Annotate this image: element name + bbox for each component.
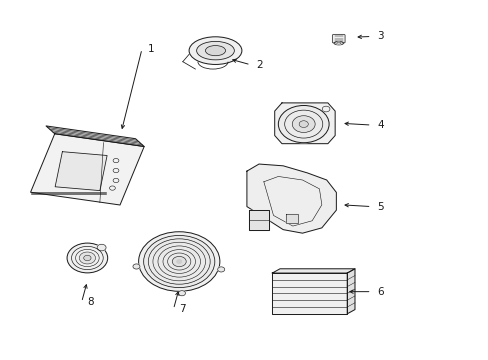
FancyBboxPatch shape [332, 35, 345, 43]
Polygon shape [249, 210, 268, 230]
Circle shape [299, 121, 307, 127]
Polygon shape [246, 164, 336, 233]
Polygon shape [272, 269, 354, 273]
Polygon shape [272, 273, 346, 314]
Polygon shape [46, 126, 144, 147]
Circle shape [133, 264, 140, 269]
Text: 6: 6 [377, 287, 383, 297]
Circle shape [138, 232, 220, 291]
Ellipse shape [196, 41, 234, 60]
Circle shape [178, 291, 185, 296]
Circle shape [217, 267, 224, 272]
Circle shape [79, 252, 95, 264]
Text: 1: 1 [147, 44, 154, 54]
Circle shape [83, 255, 91, 261]
Text: 3: 3 [377, 31, 383, 41]
Text: 5: 5 [377, 202, 383, 212]
Text: 4: 4 [377, 120, 383, 130]
Ellipse shape [333, 41, 343, 45]
Polygon shape [346, 269, 354, 314]
Text: 2: 2 [256, 60, 263, 70]
Circle shape [97, 244, 106, 251]
Circle shape [292, 116, 314, 132]
Circle shape [278, 105, 328, 143]
Circle shape [143, 235, 214, 288]
Text: 8: 8 [87, 297, 94, 307]
Ellipse shape [205, 46, 225, 56]
Ellipse shape [189, 37, 242, 64]
Circle shape [172, 256, 186, 267]
Circle shape [177, 260, 181, 263]
Polygon shape [55, 152, 107, 190]
Polygon shape [31, 134, 144, 205]
Ellipse shape [336, 42, 340, 44]
Polygon shape [274, 103, 334, 144]
Circle shape [67, 243, 107, 273]
Polygon shape [285, 214, 297, 222]
Text: 7: 7 [179, 304, 185, 314]
